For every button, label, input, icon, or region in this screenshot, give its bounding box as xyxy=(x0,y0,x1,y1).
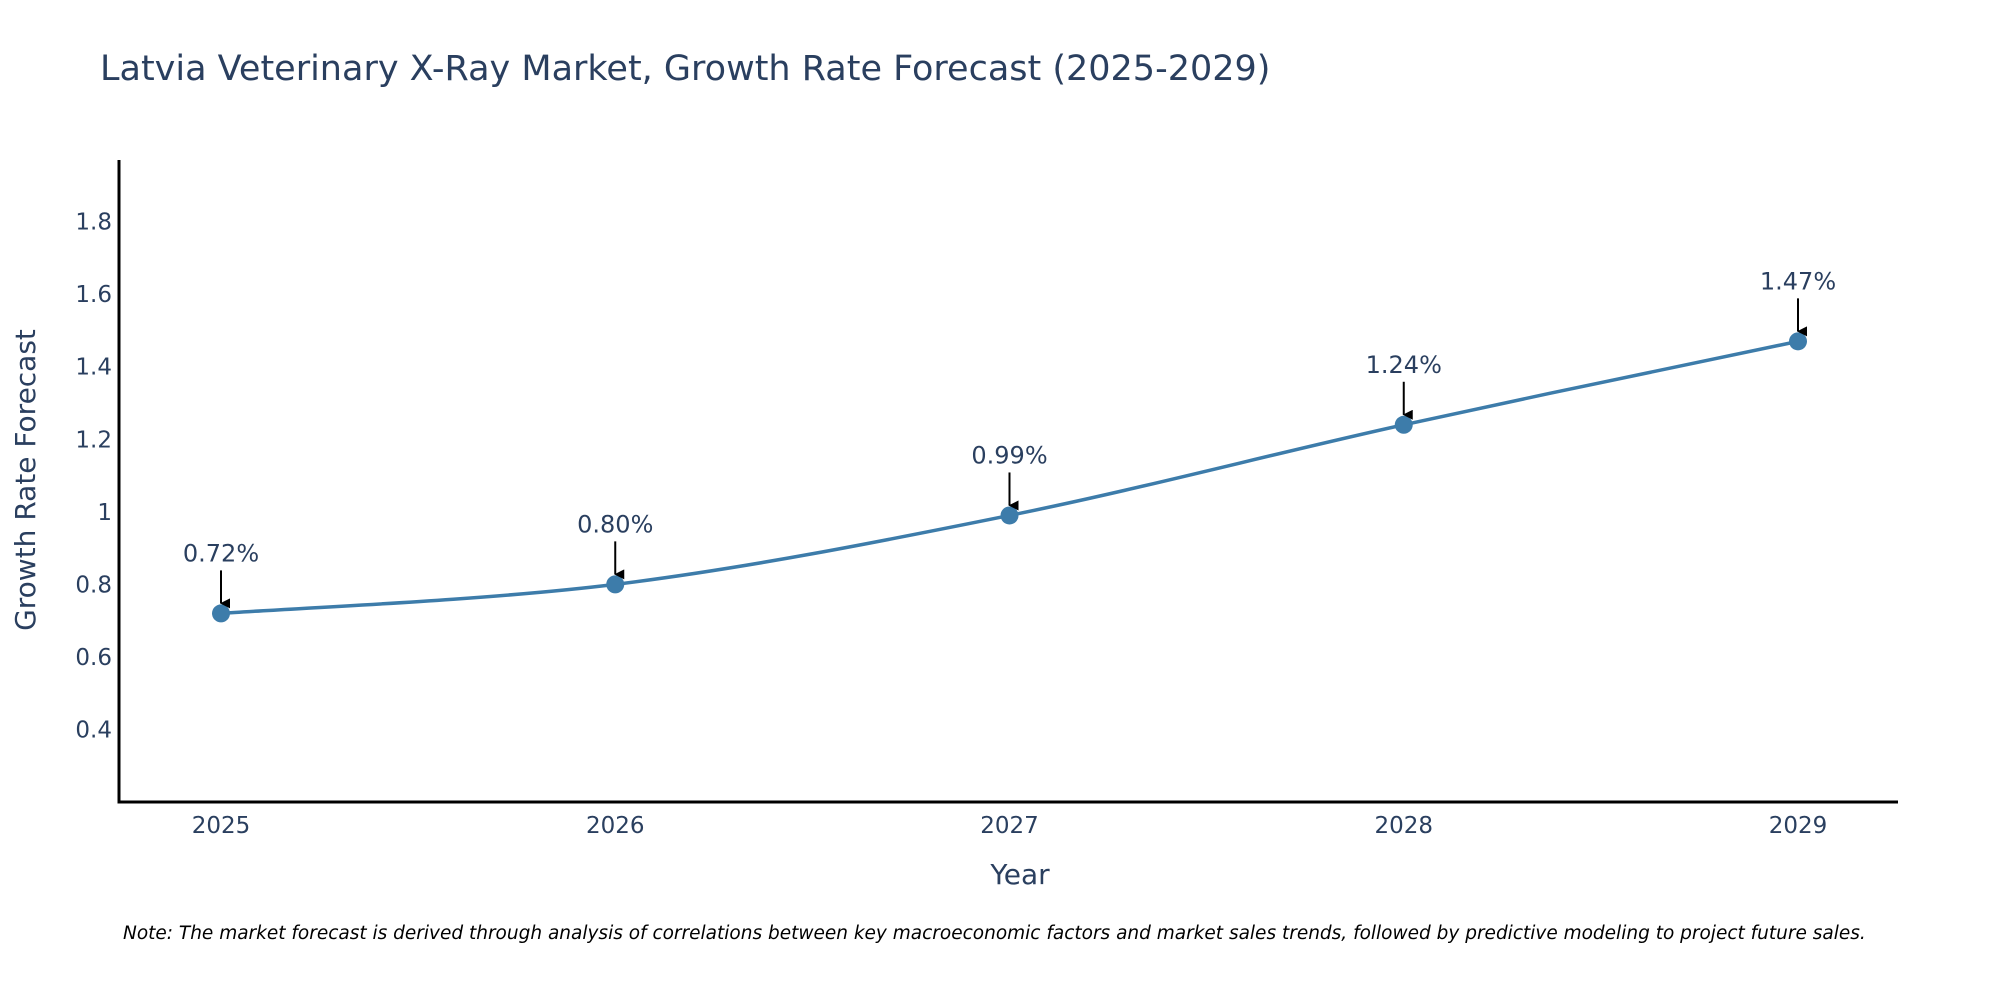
footnote: Note: The market forecast is derived thr… xyxy=(123,923,1866,944)
data-label: 1.47% xyxy=(1760,267,1836,295)
x-tick-label: 2028 xyxy=(1374,813,1433,839)
x-tick-label: 2027 xyxy=(980,813,1039,839)
data-point xyxy=(212,604,230,623)
y-tick-label: 0.8 xyxy=(75,572,112,598)
data-label: 0.80% xyxy=(577,510,653,538)
x-tick-label: 2029 xyxy=(1769,813,1828,839)
y-tick-label: 0.4 xyxy=(75,717,112,743)
data-point xyxy=(1394,415,1413,434)
chart-title: Latvia Veterinary X-Ray Market, Growth R… xyxy=(100,49,1270,89)
data-label: 0.72% xyxy=(183,539,259,567)
x-tick-label: 2026 xyxy=(586,813,645,839)
y-tick-label: 1.8 xyxy=(75,210,112,236)
y-tick-label: 1.6 xyxy=(75,282,112,308)
y-tick-label: 1.2 xyxy=(75,427,112,453)
data-point xyxy=(606,575,625,594)
data-point xyxy=(1789,332,1807,351)
y-tick-label: 1.4 xyxy=(75,355,112,381)
x-axis-title: Year xyxy=(989,858,1050,891)
x-tick-label: 2025 xyxy=(192,813,251,839)
y-axis-title: Growth Rate Forecast xyxy=(9,329,42,631)
data-label: 1.24% xyxy=(1366,351,1442,379)
data-label: 0.99% xyxy=(971,441,1047,469)
plot-area: 0.4 0.6 0.8 1 1.2 1.4 1.6 1.8 2025 2026 2027 2028 20… xyxy=(75,160,1898,839)
data-point xyxy=(1000,506,1019,525)
y-tick-label: 1 xyxy=(97,500,112,526)
y-tick-label: 0.6 xyxy=(75,645,112,671)
